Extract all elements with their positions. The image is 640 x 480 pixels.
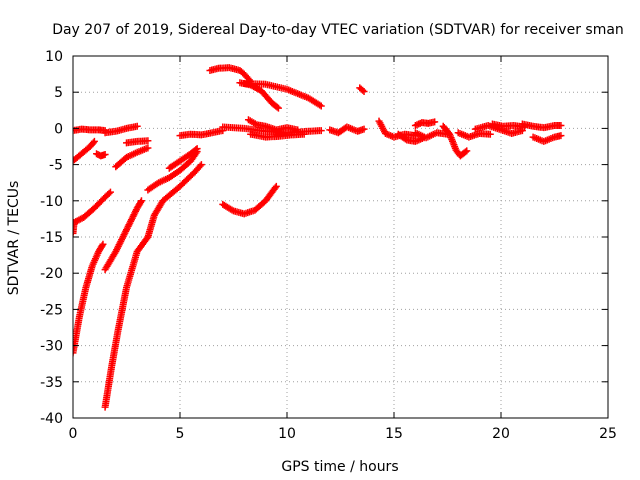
y-tick-label: -25 [40,302,63,318]
data-point [557,122,565,130]
data-point [144,137,152,145]
data-point [359,86,367,94]
data-point [90,137,98,145]
x-tick-label: 10 [278,426,296,442]
y-tick-label: 10 [45,49,63,65]
x-axis-label: GPS time / hours [281,459,398,475]
data-point [137,197,145,205]
series-arc22 [326,123,368,137]
data-point [461,148,469,156]
series-arc07 [101,197,145,274]
y-tick-label: -15 [40,230,63,246]
series-arc20 [244,116,302,134]
series-arc18 [240,80,325,110]
y-tick-label: -30 [40,339,63,355]
data-point [317,102,325,110]
data-point [73,349,77,357]
data-point [133,122,141,130]
data-point [105,189,113,197]
series-arc33 [529,132,565,145]
y-axis-label: SDTVAR / TECUs [6,181,22,296]
y-tick-label: -40 [40,411,63,427]
data-point [300,130,308,138]
y-tick-label: -5 [49,158,63,174]
data-point [360,125,368,133]
series-arc32 [518,120,565,132]
data-point [99,240,107,248]
y-tick-label: -35 [40,375,63,391]
series-arc08 [101,122,141,137]
series-arc21 [247,130,308,141]
series-arc28 [439,122,471,160]
x-tick-label: 25 [599,426,617,442]
data-point [106,188,114,196]
data-point [271,184,279,192]
data-point [98,242,106,250]
data-point [272,182,280,190]
series-arc16 [219,182,280,218]
series-arc03 [73,137,98,165]
y-tick-label: -10 [40,194,63,210]
data-point [73,229,77,237]
data-point [192,146,200,154]
data-series [73,64,565,411]
series-arc31 [488,120,529,131]
x-tick-labels: 0 5 10 15 20 25 [69,426,617,442]
series-arc13 [165,145,201,172]
data-point [486,130,494,138]
series-arc14 [176,127,227,140]
data-point [317,127,325,135]
data-point [273,103,281,111]
data-point [101,150,109,158]
data-point [463,147,471,155]
data-point [193,145,201,153]
series-arc26 [411,118,439,130]
data-point [197,161,205,169]
series-arc10 [123,137,152,147]
series-arc15 [206,64,255,85]
x-tick-label: 20 [492,426,510,442]
series-arc05 [93,150,109,160]
data-point [431,118,439,126]
x-tick-label: 5 [176,426,185,442]
y-tick-label: 5 [54,85,63,101]
chart-title: Day 207 of 2019, Sidereal Day-to-day VTE… [52,22,624,38]
data-point [557,132,565,140]
data-point [144,144,152,152]
data-point [89,139,97,147]
data-point [401,135,409,143]
data-point [294,126,302,134]
x-tick-label: 0 [69,426,78,442]
y-tick-label: -20 [40,266,63,282]
grid-lines [73,56,608,418]
axis-ticks [72,55,609,419]
x-tick-label: 15 [385,426,403,442]
series-arc11 [144,161,205,241]
series-arc09 [112,144,152,171]
data-point [196,162,204,170]
data-point [360,87,368,95]
series-arc23 [356,84,368,95]
y-tick-label: 0 [54,121,63,137]
data-point [228,206,236,214]
data-point [137,198,145,206]
data-point [274,104,282,112]
y-tick-labels: 10 5 0 -5 -10 -15 -20 -25 -30 -35 -40 [40,49,63,427]
series-arc06 [101,233,152,411]
